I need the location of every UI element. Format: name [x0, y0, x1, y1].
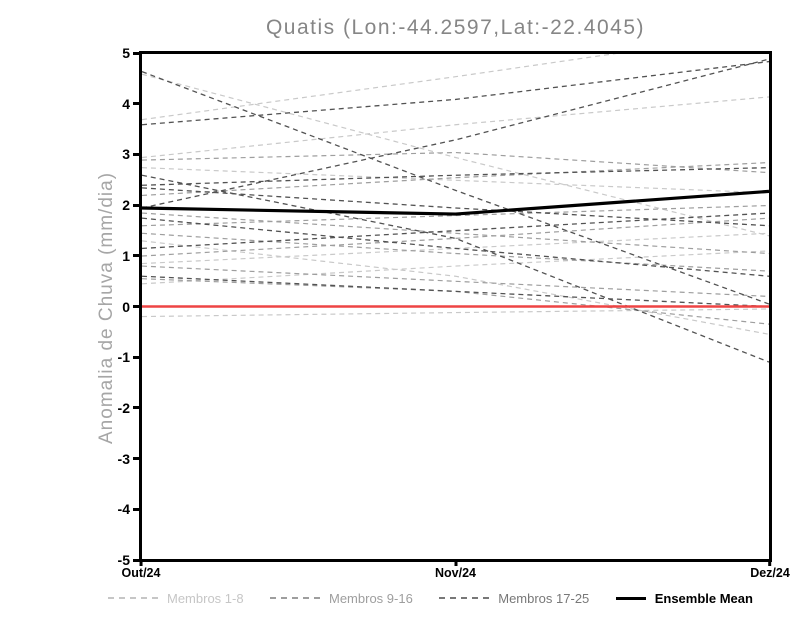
member-line: [142, 217, 769, 257]
member-line: [142, 308, 769, 318]
member-line: [142, 265, 769, 298]
legend-item-membros-9-16: Membros 9-16: [270, 591, 413, 606]
member-line: [142, 58, 769, 209]
y-tick-mark: [133, 355, 141, 359]
y-tick-label: -5: [117, 552, 130, 568]
x-tick-label: Dez/24: [750, 566, 790, 580]
y-tick-label: 4: [122, 95, 130, 112]
member-line: [142, 240, 769, 335]
y-tick-mark: [133, 203, 141, 207]
y-tick-mark: [133, 558, 141, 562]
legend-item-membros-1-8: Membros 1-8: [108, 591, 244, 606]
member-line: [142, 167, 769, 186]
chart-title: Quatis (Lon:-44.2597,Lat:-22.4045): [265, 16, 646, 39]
x-tick: Dez/24: [750, 560, 790, 580]
member-line: [142, 187, 769, 227]
y-tick-label: 1: [122, 247, 130, 264]
dashed-line-sample-icon: [108, 597, 158, 599]
y-tick: 2: [122, 198, 141, 212]
y-tick: 4: [122, 97, 141, 111]
y-tick-label: -4: [117, 501, 130, 518]
y-tick: 3: [122, 147, 141, 161]
dashed-line-sample-icon: [270, 597, 320, 599]
member-line: [142, 212, 769, 250]
plot-svg: [142, 54, 769, 363]
member-line: [142, 167, 769, 194]
ensemble-mean-line: [142, 189, 769, 216]
legend-label: Ensemble Mean: [654, 590, 753, 606]
y-tick-label: 3: [122, 146, 130, 163]
member-line: [142, 54, 617, 121]
y-tick: -1: [118, 350, 141, 364]
solid-line-sample-icon: [615, 596, 646, 600]
y-tick-mark: [133, 51, 141, 55]
legend-item-membros-17-25: Membros 17-25: [439, 591, 589, 606]
x-tick: Nov/24: [435, 560, 476, 580]
plot-area: [139, 51, 772, 562]
member-line: [142, 174, 769, 363]
y-tick-mark: [133, 406, 141, 410]
y-tick-label: 5: [122, 45, 130, 61]
x-tick-mark: [768, 560, 772, 566]
member-line: [142, 161, 769, 197]
x-tick: Out/24: [121, 560, 161, 580]
member-line: [142, 250, 769, 285]
member-line: [142, 73, 769, 237]
dashed-line-sample-icon: [439, 597, 490, 599]
y-tick-label: 0: [122, 298, 130, 315]
member-line: [142, 96, 769, 159]
member-line: [142, 232, 769, 265]
legend-label: Membros 9-16: [329, 590, 413, 606]
legend-item-ensemble-mean: Ensemble Mean: [615, 590, 753, 606]
legend-label: Membros 1-8: [167, 590, 244, 606]
member-line: [142, 278, 769, 325]
member-line: [142, 71, 769, 305]
x-tick-mark: [454, 560, 457, 566]
y-tick-mark: [133, 254, 141, 258]
y-tick-label: -1: [117, 349, 130, 366]
member-line: [142, 151, 769, 174]
y-tick: 1: [122, 249, 141, 263]
x-tick-mark: [139, 560, 143, 566]
y-tick-label: -2: [117, 399, 130, 416]
y-axis-ticks: 5 4 3 2 1 0 -1 -2 -3 -4 -5: [0, 46, 141, 567]
y-tick-mark: [133, 152, 141, 156]
legend-label: Membros 17-25: [498, 590, 590, 606]
member-line: [142, 60, 769, 126]
member-line: [142, 232, 769, 272]
y-tick: -3: [118, 452, 141, 466]
member-line: [142, 212, 769, 255]
y-tick-mark: [133, 102, 141, 106]
y-tick: -2: [118, 401, 141, 415]
y-tick-label: 2: [122, 197, 130, 214]
member-line: [142, 275, 769, 308]
y-tick-label: -3: [117, 450, 130, 467]
y-tick-mark: [133, 507, 141, 511]
y-tick-mark: [133, 305, 141, 308]
y-tick: -5: [118, 553, 141, 567]
x-axis-ticks: Out/24 Nov/24 Dez/24: [122, 560, 790, 590]
y-tick: -4: [118, 502, 141, 516]
y-tick: 5: [122, 46, 141, 60]
y-tick-mark: [133, 457, 141, 461]
x-tick-label: Out/24: [121, 566, 161, 580]
legend: Membros 1-8 Membros 9-16 Membros 17-25 E…: [108, 590, 753, 606]
member-line: [142, 204, 769, 227]
member-line: [142, 217, 769, 277]
x-tick-label: Nov/24: [435, 566, 476, 580]
y-tick: 0: [122, 300, 141, 314]
